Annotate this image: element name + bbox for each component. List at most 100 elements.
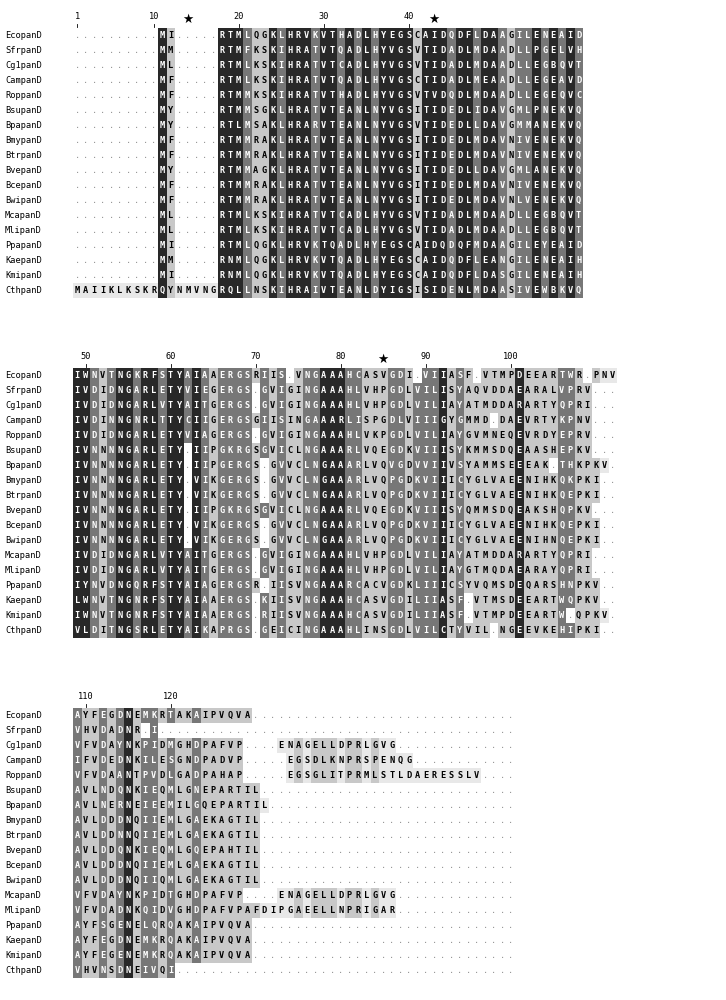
Text: .: . (253, 566, 258, 575)
Text: T: T (423, 181, 428, 190)
Text: N: N (100, 476, 105, 485)
Bar (124, 413, 133, 428)
Bar (430, 43, 439, 58)
Text: .: . (610, 521, 616, 530)
Bar (549, 223, 558, 238)
Bar (455, 623, 464, 638)
Bar (455, 533, 464, 548)
Text: .: . (415, 711, 420, 720)
Text: P: P (389, 491, 394, 500)
Bar (124, 723, 133, 738)
Bar (447, 178, 455, 193)
Text: D: D (457, 106, 462, 115)
Bar (150, 503, 158, 518)
Text: N: N (508, 136, 513, 145)
Bar (447, 268, 455, 283)
Text: A: A (449, 401, 454, 410)
Text: L: L (279, 196, 284, 205)
Bar (447, 608, 455, 623)
Text: E: E (160, 506, 165, 515)
Bar (404, 208, 413, 223)
Text: D: D (91, 401, 97, 410)
Bar (566, 58, 574, 73)
Bar (311, 253, 319, 268)
Text: .: . (245, 891, 250, 900)
Text: H: H (346, 566, 352, 575)
Bar (99, 903, 107, 918)
Text: E: E (380, 446, 386, 455)
Bar (574, 533, 583, 548)
Text: N: N (355, 181, 360, 190)
Bar (158, 88, 166, 103)
Bar (243, 548, 251, 563)
Bar (124, 563, 133, 578)
Bar (107, 443, 115, 458)
Text: M: M (236, 76, 241, 85)
Bar (549, 43, 558, 58)
Text: K: K (550, 491, 556, 500)
Text: V: V (389, 121, 394, 130)
Text: R: R (534, 416, 539, 425)
Text: A: A (346, 151, 352, 160)
Text: S: S (287, 611, 293, 620)
Bar (294, 73, 303, 88)
Bar (413, 503, 422, 518)
Text: V: V (287, 536, 293, 545)
Bar (150, 948, 158, 963)
Bar (481, 458, 489, 473)
Text: N: N (117, 831, 123, 840)
Text: .: . (270, 921, 275, 930)
Text: A: A (465, 551, 471, 560)
Text: A: A (194, 831, 199, 840)
Text: T: T (449, 626, 454, 635)
Text: Q: Q (228, 286, 233, 295)
Bar (133, 738, 141, 753)
Text: V: V (321, 136, 327, 145)
Text: G: G (245, 491, 250, 500)
Text: V: V (321, 31, 327, 40)
Text: T: T (168, 446, 174, 455)
Bar (73, 593, 81, 608)
Bar (464, 163, 473, 178)
Bar (413, 593, 422, 608)
Bar (507, 473, 515, 488)
Text: N: N (304, 581, 309, 590)
Bar (379, 133, 388, 148)
Bar (464, 368, 473, 383)
Text: I: I (432, 611, 437, 620)
Bar (166, 283, 175, 298)
Text: F: F (457, 596, 462, 605)
Text: .: . (75, 136, 80, 145)
Bar (234, 223, 243, 238)
Bar (192, 708, 200, 723)
Bar (158, 708, 166, 723)
Text: .: . (100, 226, 105, 235)
Bar (430, 133, 439, 148)
Bar (549, 473, 558, 488)
Text: .: . (465, 906, 471, 915)
Bar (404, 73, 413, 88)
Bar (209, 858, 218, 873)
Text: T: T (330, 31, 335, 40)
Text: V: V (185, 386, 190, 395)
Text: V: V (499, 106, 505, 115)
Text: A: A (346, 256, 352, 265)
Text: A: A (202, 371, 208, 380)
Text: V: V (321, 226, 327, 235)
Text: S: S (253, 476, 258, 485)
Bar (354, 903, 362, 918)
Text: RoppanD: RoppanD (5, 91, 42, 100)
Text: N: N (542, 181, 547, 190)
Text: .: . (236, 726, 241, 735)
Bar (336, 548, 345, 563)
Bar (354, 73, 362, 88)
Text: EcopanD: EcopanD (5, 711, 42, 720)
Bar (260, 268, 269, 283)
Text: K: K (593, 461, 598, 470)
Bar (532, 283, 540, 298)
Text: R: R (236, 491, 241, 500)
Text: .: . (474, 951, 479, 960)
Bar (447, 223, 455, 238)
Bar (166, 623, 175, 638)
Text: R: R (228, 596, 233, 605)
